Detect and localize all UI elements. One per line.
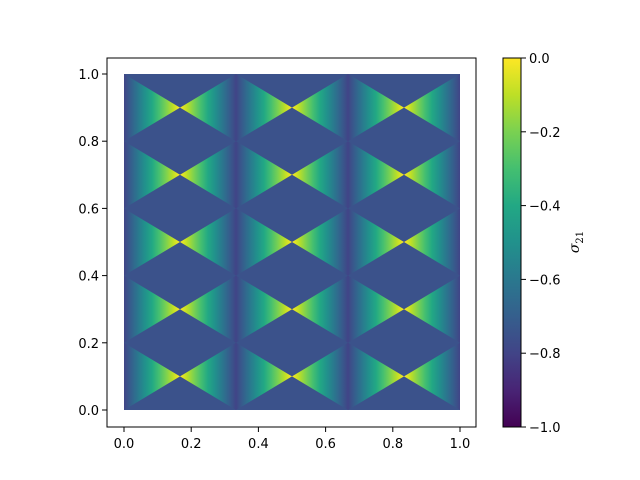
heatmap-triangle: [180, 141, 236, 209]
y-tick-label: 0.0: [78, 404, 99, 419]
heatmap-triangle: [180, 74, 236, 142]
heatmap-triangle: [292, 275, 348, 343]
y-tick-label: 0.8: [78, 135, 99, 150]
colorbar-tick-label: −0.8: [529, 347, 561, 362]
heatmap-triangle: [236, 208, 292, 276]
heatmap-triangle: [236, 275, 292, 343]
colorbar-ticks: 0.0 −0.2 −0.4 −0.6 −0.8 −1.0: [521, 52, 561, 436]
x-tick-label: 0.0: [114, 437, 135, 452]
heatmap-triangle: [124, 141, 180, 209]
x-tick-label: 0.6: [315, 437, 336, 452]
heatmap-triangle: [348, 74, 404, 142]
heatmap-triangle: [404, 74, 460, 142]
y-tick-label: 1.0: [78, 68, 99, 83]
y-tick-label: 0.2: [78, 337, 99, 352]
y-axis-ticks: 0.0 0.2 0.4 0.6 0.8 1.0: [78, 68, 107, 419]
heatmap-triangle: [236, 74, 292, 142]
y-tick-label: 0.4: [78, 270, 99, 285]
colorbar-label: σ21: [567, 231, 586, 253]
heatmap-triangle: [404, 275, 460, 343]
axes-frame: [106, 57, 477, 428]
heatmap-triangle: [124, 74, 180, 142]
colorbar-tick-label: 0.0: [529, 52, 550, 67]
colorbar-gradient: [502, 57, 522, 428]
x-tick-label: 0.4: [248, 437, 269, 452]
heatmap-triangle: [348, 208, 404, 276]
y-tick-label: 0.6: [78, 202, 99, 217]
heatmap-triangle: [292, 208, 348, 276]
colorbar-tick-label: −0.2: [529, 126, 561, 141]
heatmap-triangle: [404, 141, 460, 209]
heatmap-triangle: [404, 208, 460, 276]
heatmap-triangle: [292, 342, 348, 410]
x-tick-label: 0.2: [181, 437, 202, 452]
heatmap-triangle: [292, 74, 348, 142]
colorbar-tick-label: −1.0: [529, 421, 561, 436]
heatmap-field: [124, 74, 460, 410]
heatmap-triangle: [236, 342, 292, 410]
heatmap-triangle: [348, 275, 404, 343]
heatmap-triangle: [124, 342, 180, 410]
heatmap-triangle: [180, 342, 236, 410]
heatmap-triangle: [180, 275, 236, 343]
heatmap-triangle: [404, 342, 460, 410]
heatmap-triangle: [348, 141, 404, 209]
heatmap-triangle: [124, 275, 180, 343]
x-tick-label: 0.8: [382, 437, 403, 452]
colorbar-tick-label: −0.6: [529, 273, 561, 288]
colorbar: 0.0 −0.2 −0.4 −0.6 −0.8 −1.0 σ21: [502, 52, 586, 436]
x-tick-label: 1.0: [450, 437, 471, 452]
heatmap-triangle: [292, 141, 348, 209]
heatmap-triangle: [236, 141, 292, 209]
colorbar-tick-label: −0.4: [529, 200, 561, 215]
heatmap-triangle: [348, 342, 404, 410]
x-axis-ticks: 0.0 0.2 0.4 0.6 0.8 1.0: [114, 427, 471, 452]
heatmap-plot: 0.0 0.2 0.4 0.6 0.8 1.0 0.0 0.2 0.4 0.6 0.8 1.0: [78, 57, 477, 452]
heatmap-triangle: [124, 208, 180, 276]
heatmap-triangle: [180, 208, 236, 276]
